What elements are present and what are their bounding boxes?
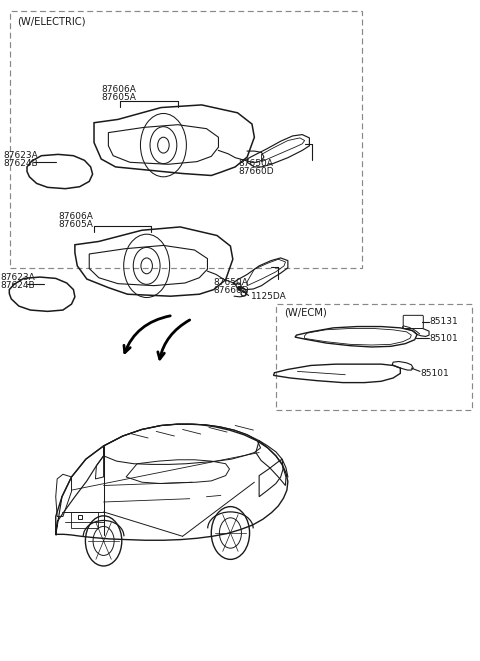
Text: 87606A: 87606A [58,212,93,221]
Text: 87605A: 87605A [58,220,93,229]
Text: 1125DA: 1125DA [251,292,287,301]
Text: (W/ECM): (W/ECM) [284,307,327,318]
Text: (W/ELECTRIC): (W/ELECTRIC) [17,17,86,27]
Text: 87606A: 87606A [101,85,136,95]
Text: 87624B: 87624B [0,281,36,290]
FancyBboxPatch shape [403,315,423,329]
FancyBboxPatch shape [71,512,98,527]
Text: 87623A: 87623A [0,273,36,282]
Text: 87623A: 87623A [3,151,38,160]
Text: 87605A: 87605A [101,93,136,102]
Text: 85131: 85131 [429,317,458,327]
Text: 85101: 85101 [420,369,449,378]
Text: 87624B: 87624B [3,159,38,168]
Text: 87660D: 87660D [239,167,274,176]
Text: 87660D: 87660D [214,286,249,295]
Text: 85101: 85101 [429,334,458,343]
Text: 87650A: 87650A [239,159,274,168]
Text: 87650A: 87650A [214,278,249,287]
